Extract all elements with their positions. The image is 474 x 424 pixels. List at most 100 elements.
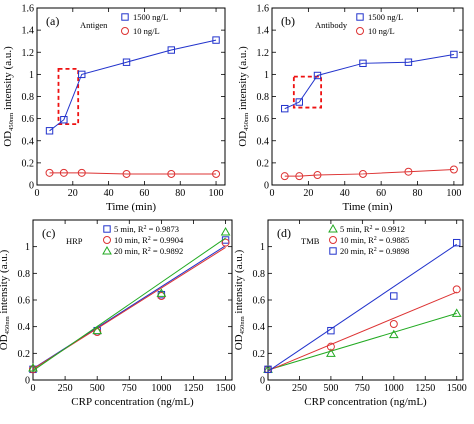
data-point-square <box>356 13 364 21</box>
data-point-circle <box>212 169 221 178</box>
data-point-square <box>78 70 86 79</box>
data-point-circle <box>452 285 461 294</box>
legend-entry: 20 min, R2 = 0.9898 <box>329 246 409 256</box>
legend-entry: 1500 ng/L <box>356 12 403 22</box>
panel-annotation: Antigen <box>80 20 108 30</box>
legend-entry: 10 ng/L <box>121 26 160 36</box>
series-0 <box>281 50 458 113</box>
y-tick-label: 0.6 <box>257 114 270 125</box>
data-point-square <box>103 225 111 233</box>
highlight-box <box>292 75 323 109</box>
panel-annotation: HRP <box>66 236 83 246</box>
y-tick-label: 0.6 <box>18 296 31 307</box>
y-tick-label: 1.6 <box>22 4 35 15</box>
x-tick-label: 40 <box>340 188 350 199</box>
x-tick-label: 500 <box>90 383 105 394</box>
y-tick-label: 0.2 <box>257 158 270 169</box>
x-tick-label: 0 <box>266 383 271 394</box>
data-point-circle <box>404 167 413 176</box>
data-point-circle <box>356 27 364 35</box>
y-tick-label: 1.4 <box>257 26 270 37</box>
legend-label: 1500 ng/L <box>368 12 403 22</box>
data-point-circle <box>122 169 131 178</box>
legend-label: 20 min, R2 = 0.9898 <box>340 246 409 256</box>
x-tick-label: 100 <box>446 188 461 199</box>
fit-line <box>267 312 457 371</box>
panel-label: (a) <box>46 14 59 28</box>
x-tick-label: 500 <box>323 383 338 394</box>
x-tick-label: 1500 <box>216 383 236 394</box>
y-tick-label: 0 <box>25 376 30 387</box>
x-tick-label: 20 <box>68 188 78 199</box>
data-point-circle <box>326 342 335 351</box>
series-1 <box>264 285 461 374</box>
legend-label: 10 min, R2 = 0.9904 <box>114 235 184 245</box>
series-line <box>284 169 454 177</box>
data-point-square <box>167 46 175 54</box>
legend-label: 10 ng/L <box>368 26 395 36</box>
series-1 <box>45 168 221 178</box>
panel-label: (b) <box>281 14 295 28</box>
plot-frame <box>36 7 226 186</box>
legend-entry: 1500 ng/L <box>121 12 168 22</box>
fit-line <box>32 237 226 372</box>
x-tick-label: 0 <box>31 383 36 394</box>
y-tick-label: 0.2 <box>22 158 35 169</box>
data-point-square <box>313 71 322 80</box>
data-point-triangle <box>102 245 112 255</box>
data-point-circle <box>77 168 86 177</box>
legend-label: 20 min, R2 = 0.9892 <box>114 246 183 256</box>
panel-label: (c) <box>42 226 55 240</box>
data-point-triangle <box>220 226 231 236</box>
x-tick-label: 100 <box>209 188 224 199</box>
data-point-circle <box>221 238 230 247</box>
series-1 <box>280 165 458 181</box>
y-tick-label: 0.4 <box>253 322 266 333</box>
chart-panel-a: 0 20 40 60 80 100 0 0.2 0.4 0.6 0.8 1 1.2 1.4 1.6 Time … <box>2 4 226 213</box>
data-point-circle <box>167 169 176 178</box>
data-point-circle <box>449 165 458 174</box>
data-point-circle <box>103 236 111 244</box>
y-tick-label: 0 <box>264 181 269 192</box>
series-line <box>284 53 454 110</box>
legend-label: 10 ng/L <box>133 26 160 36</box>
data-point-square <box>264 365 272 374</box>
legend-label: 5 min, R2 = 0.9873 <box>114 224 179 234</box>
y-tick-label: 0.8 <box>22 92 35 103</box>
legend-entry: 20 min, R2 = 0.9892 <box>102 245 183 256</box>
y-tick-label: 1 <box>29 70 34 81</box>
data-point-circle <box>93 328 102 336</box>
data-point-square <box>390 292 398 300</box>
data-point-square <box>327 326 335 335</box>
data-point-triangle <box>28 362 38 372</box>
y-tick-label: 0.6 <box>253 296 266 307</box>
y-tick-label: 1 <box>25 242 30 253</box>
data-point-square <box>121 13 129 21</box>
x-axis-label: Time (min) <box>106 201 156 213</box>
y-tick-label: 0.2 <box>18 349 31 360</box>
data-point-square <box>295 98 303 106</box>
data-point-square <box>329 247 337 255</box>
y-tick-label: 0.4 <box>22 136 35 147</box>
legend-entry: 5 min, R2 = 0.9912 <box>328 223 405 234</box>
y-tick-label: 1 <box>260 242 265 253</box>
legend-label: 10 min, R2 = 0.9885 <box>340 235 409 245</box>
x-tick-label: 1000 <box>151 383 171 394</box>
chart-panel-b: 0 20 40 60 80 100 0 0.2 0.4 0.6 0.8 1 1.2 1.4 1.6 Time … <box>237 4 464 213</box>
legend-entry: 10 ng/L <box>356 26 395 36</box>
data-point-square <box>45 127 54 135</box>
y-tick-label: 1.6 <box>257 4 270 15</box>
y-axis-label: OD450nm intensity (a.u.) <box>2 46 15 147</box>
x-tick-label: 750 <box>122 383 137 394</box>
panel-annotation: TMB <box>301 236 320 246</box>
y-tick-label: 0.8 <box>253 269 266 280</box>
data-point-triangle <box>156 288 167 297</box>
y-axis-label: OD450nm intensity (a.u.) <box>233 249 246 350</box>
data-point-triangle <box>328 223 338 233</box>
fit-line <box>267 291 457 372</box>
x-tick-label: 1250 <box>183 383 203 394</box>
x-tick-label: 60 <box>376 188 386 199</box>
series-0 <box>263 308 462 373</box>
data-point-circle <box>295 172 304 181</box>
legend-entry: 5 min, R2 = 0.9873 <box>103 224 179 234</box>
